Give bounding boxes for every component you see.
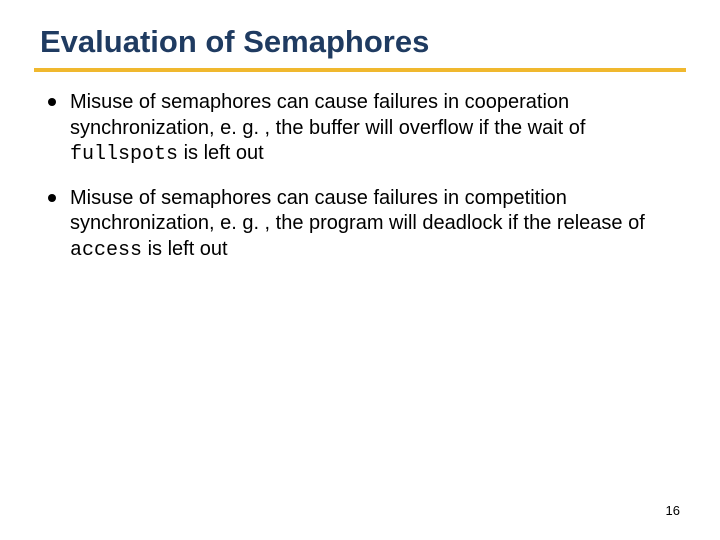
slide-title: Evaluation of Semaphores — [34, 24, 686, 68]
bullet-text: Misuse of semaphores can cause failures … — [70, 186, 682, 264]
list-item: Misuse of semaphores can cause failures … — [48, 90, 682, 168]
bullet-text-pre: Misuse of semaphores can cause failures … — [70, 91, 585, 139]
list-item: Misuse of semaphores can cause failures … — [48, 186, 682, 264]
bullet-text: Misuse of semaphores can cause failures … — [70, 90, 682, 168]
bullet-icon — [48, 98, 56, 106]
bullet-text-pre: Misuse of semaphores can cause failures … — [70, 187, 645, 235]
code-token: access — [70, 239, 142, 262]
bullet-text-post: is left out — [178, 142, 264, 164]
title-underline — [34, 68, 686, 72]
bullet-icon — [48, 194, 56, 202]
page-number: 16 — [666, 503, 680, 518]
slide: Evaluation of Semaphores Misuse of semap… — [0, 0, 720, 540]
code-token: fullspots — [70, 143, 178, 166]
bullet-list: Misuse of semaphores can cause failures … — [34, 90, 686, 264]
bullet-text-post: is left out — [142, 238, 228, 260]
